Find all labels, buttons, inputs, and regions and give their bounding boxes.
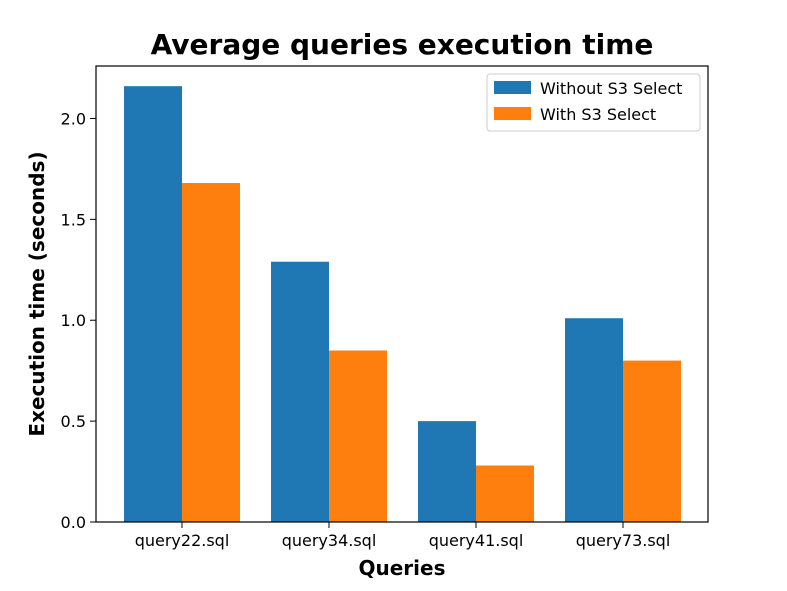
bar-query73-sql-without-s3-select	[565, 318, 623, 522]
y-tick-label: 1.5	[61, 210, 86, 229]
x-tick-label: query41.sql	[429, 531, 524, 550]
legend-swatch	[494, 107, 531, 120]
x-tick-label: query73.sql	[576, 531, 671, 550]
bar-query41-sql-without-s3-select	[418, 421, 476, 522]
legend-label: Without S3 Select	[540, 79, 682, 98]
y-tick-label: 0.0	[61, 513, 86, 532]
y-tick-label: 2.0	[61, 109, 86, 128]
bar-query22-sql-with-s3-select	[182, 183, 240, 522]
plot-frame	[95, 65, 709, 523]
ticks-group: query22.sql query34.sql query41.sql query73…	[61, 109, 671, 550]
x-axis-label: Queries	[359, 556, 446, 580]
x-tick-label: query22.sql	[135, 531, 230, 550]
bar-query34-sql-with-s3-select	[329, 350, 387, 522]
legend-label: With S3 Select	[540, 105, 656, 124]
bar-query34-sql-without-s3-select	[271, 261, 329, 522]
legend: Without S3 Select With S3 Select	[486, 73, 701, 132]
chart-title: Average queries execution time	[151, 28, 654, 61]
bar-query22-sql-without-s3-select	[124, 86, 182, 522]
bars-group	[124, 86, 681, 522]
y-tick-label: 1.0	[61, 311, 86, 330]
x-tick-label: query34.sql	[282, 531, 377, 550]
bar-query41-sql-with-s3-select	[476, 465, 534, 522]
legend-box	[486, 73, 701, 132]
y-tick-label: 0.5	[61, 412, 86, 431]
y-axis-label: Execution time (seconds)	[25, 151, 49, 436]
bar-query73-sql-with-s3-select	[623, 360, 681, 522]
legend-swatch	[494, 81, 531, 94]
